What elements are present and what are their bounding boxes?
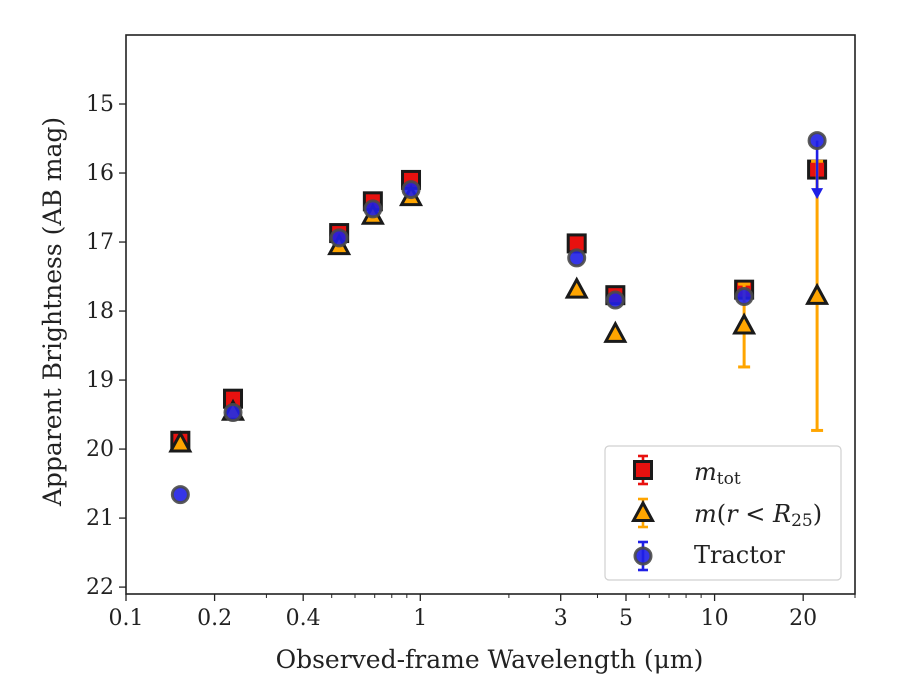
data-point <box>734 287 754 307</box>
data-point <box>223 402 243 422</box>
data-point <box>564 276 589 299</box>
data-point <box>401 180 421 200</box>
y-tick-label: 20 <box>86 437 114 462</box>
series-m-r-r25- <box>168 159 830 453</box>
data-point <box>605 290 625 310</box>
y-tick-label: 15 <box>86 92 114 117</box>
x-tick-label: 3 <box>554 606 568 631</box>
legend-marker <box>633 546 653 566</box>
legend-box <box>604 445 842 581</box>
x-tick-label: 0.4 <box>286 606 321 631</box>
upper-limit-arrow <box>811 188 824 200</box>
y-axis-label: Apparent Brightness (AB mag) <box>38 117 67 507</box>
plot-frame <box>125 34 856 595</box>
y-tick-label: 22 <box>86 575 114 600</box>
series-tractor <box>170 131 827 505</box>
legend-label-part: < <box>738 500 773 528</box>
y-tick-label: 16 <box>86 161 114 186</box>
legend-label-part: ) <box>813 500 822 528</box>
axes-layer: 0.1 0.2 0.4 1 3 5 10 20 15 16 17 18 19 20 21 22 Observed… <box>38 34 856 674</box>
data-point <box>805 282 830 305</box>
plot-layer <box>168 131 830 505</box>
legend-marker <box>630 499 656 522</box>
legend-label-part: R <box>772 500 791 528</box>
y-tick-label: 17 <box>86 230 114 255</box>
legend-marker <box>633 460 653 480</box>
series-m-tot <box>170 159 828 451</box>
x-tick-label: 0.1 <box>109 606 144 631</box>
x-tick-label: 1 <box>413 606 427 631</box>
data-point <box>170 485 190 505</box>
legend-label-tractor: Tractor <box>694 541 785 569</box>
data-point <box>567 248 587 268</box>
data-point <box>168 430 193 453</box>
x-tick-label: 20 <box>789 606 817 631</box>
y-tick-label: 18 <box>86 299 114 324</box>
y-tick-label: 21 <box>86 506 114 531</box>
y-tick-label: 19 <box>86 368 114 393</box>
legend-label-subscript: 25 <box>791 511 813 531</box>
x-tick-label: 0.2 <box>197 606 232 631</box>
data-point <box>807 131 827 151</box>
data-point <box>732 312 757 335</box>
data-point <box>603 320 628 343</box>
legend-label-subscript: tot <box>717 469 741 489</box>
legend-label-part: r <box>726 500 739 528</box>
x-axis-label: Observed-frame Wavelength (μm) <box>276 645 704 674</box>
data-point <box>329 228 349 248</box>
data-point <box>363 199 383 219</box>
x-tick-label: 10 <box>701 606 729 631</box>
legend-label-part: ( <box>717 500 726 528</box>
x-tick-label: 5 <box>619 606 633 631</box>
